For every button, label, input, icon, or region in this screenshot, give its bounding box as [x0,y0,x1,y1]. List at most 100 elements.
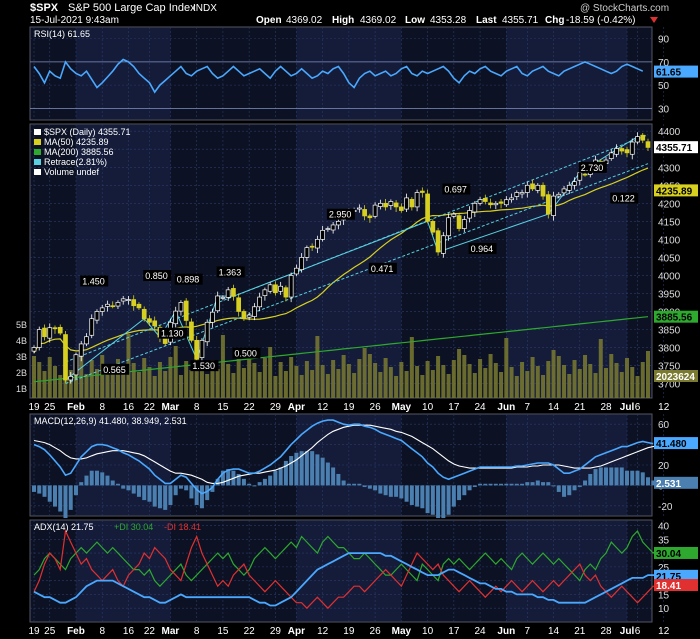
adx-x-label: 29 [270,626,282,637]
macd-histogram-bar [646,477,650,486]
retrace-label: 1.130 [161,329,184,339]
macd-histogram-bar [462,485,467,496]
volume-bar [110,373,115,398]
rsi-month-band [296,28,402,119]
macd-histogram-bar [336,473,341,486]
macd-histogram-bar [457,485,462,501]
chg-value: -18.59 (-0.42%) [566,15,635,26]
volume-bar [567,374,572,398]
volume-bar [157,362,162,398]
macd-histogram-bar [483,483,488,486]
candle-body [115,302,121,307]
candle-body [110,305,116,308]
candle-body [451,213,457,217]
volume-bar [493,363,498,398]
volume-bar [289,357,294,398]
macd-histogram-bar [378,485,383,494]
watermark: @ StockCharts.com [580,3,669,14]
retrace-label-box [80,275,109,287]
macd-histogram-bar [152,485,157,507]
volume-bar [215,369,220,398]
volume-bar [352,373,357,398]
retrace-label-box [158,327,187,339]
macd-histogram-bar [604,467,609,486]
candle-body [283,287,289,298]
candle-body [120,298,126,302]
volume-bar [68,370,73,398]
price-x-label: Jul [620,402,635,413]
macd-histogram-bar [514,483,519,486]
candle-body [126,299,131,301]
macd-histogram-bar [478,483,483,486]
price-x-label: 19 [28,402,40,413]
volume-bar [436,356,441,398]
candle-body [294,267,299,275]
retrace-label: 0.697 [444,185,467,195]
macd-histogram-bar [640,472,645,486]
candle-body [204,321,210,343]
macd-histogram-bar [409,485,414,505]
macd-histogram-bar [404,485,409,502]
candle-body [367,215,373,219]
adx-x-label: Mar [162,626,180,637]
macd-histogram-bar [373,485,378,491]
macd-histogram-bar [399,485,404,499]
macd-hist-value: 2.531 [656,479,681,490]
volume-bar [315,336,320,398]
candle-body [556,193,562,197]
retrace-label: 0.471 [371,264,394,274]
volume-bar [640,362,645,398]
minus-di-line [33,528,664,610]
candle-body [189,321,194,341]
candle-body [68,376,74,381]
candle-body [73,354,79,376]
candle-body [47,327,53,339]
volume-bar [189,370,194,398]
macd-histogram-bar [241,478,246,486]
candle-body [545,194,551,215]
candle-body [84,336,89,345]
price-legend-swatch [34,159,41,165]
candle-body [31,347,37,352]
price-y-tick: 4400 [658,127,681,138]
adx-y-tick: 25 [658,563,670,574]
adx-y-tick: 15 [658,590,670,601]
macd-histogram-bar [100,472,105,486]
price-legend-item: MA(50) 4235.89 [44,137,109,147]
price-x-label: 24 [475,402,487,413]
lower-channel-line [65,163,649,385]
ma200-last-value: 3885.56 [656,313,693,324]
macd-histogram-bar [115,483,120,486]
macd-histogram-bar [52,485,57,507]
candle-body [614,148,619,155]
macd-histogram-bar [257,482,262,486]
volume-bar [152,376,157,398]
macd-histogram-bar [598,467,603,486]
adx-x-label: Feb [67,626,85,637]
volume-bar [425,361,430,398]
volume-bar [142,358,147,398]
volume-bar [583,355,588,398]
volume-bar [399,362,404,398]
candle-body [57,326,63,334]
adx-legend-item: +DI 30.04 [114,522,153,532]
price-x-label: Apr [288,402,305,413]
upper-channel-line [65,134,649,363]
adx-x-label: Jun [497,626,515,637]
macd-histogram-bar [283,460,288,486]
macd-histogram-bar [58,485,63,512]
candle-body [608,152,614,159]
candle-body [372,204,378,217]
volume-bar [415,366,420,398]
volume-y-tick: 4B [16,336,27,346]
macd-histogram-bar [556,485,561,492]
macd-histogram-bar [367,485,372,489]
retrace-label: 0.500 [234,349,257,359]
price-month-band [75,125,171,397]
retrace-label-box [216,266,245,278]
macd-histogram-bar [163,485,168,510]
volume-bar [346,364,351,398]
candle-body [493,202,499,206]
macd-last-value-badge [654,437,698,450]
macd-histogram-bar [546,482,551,486]
